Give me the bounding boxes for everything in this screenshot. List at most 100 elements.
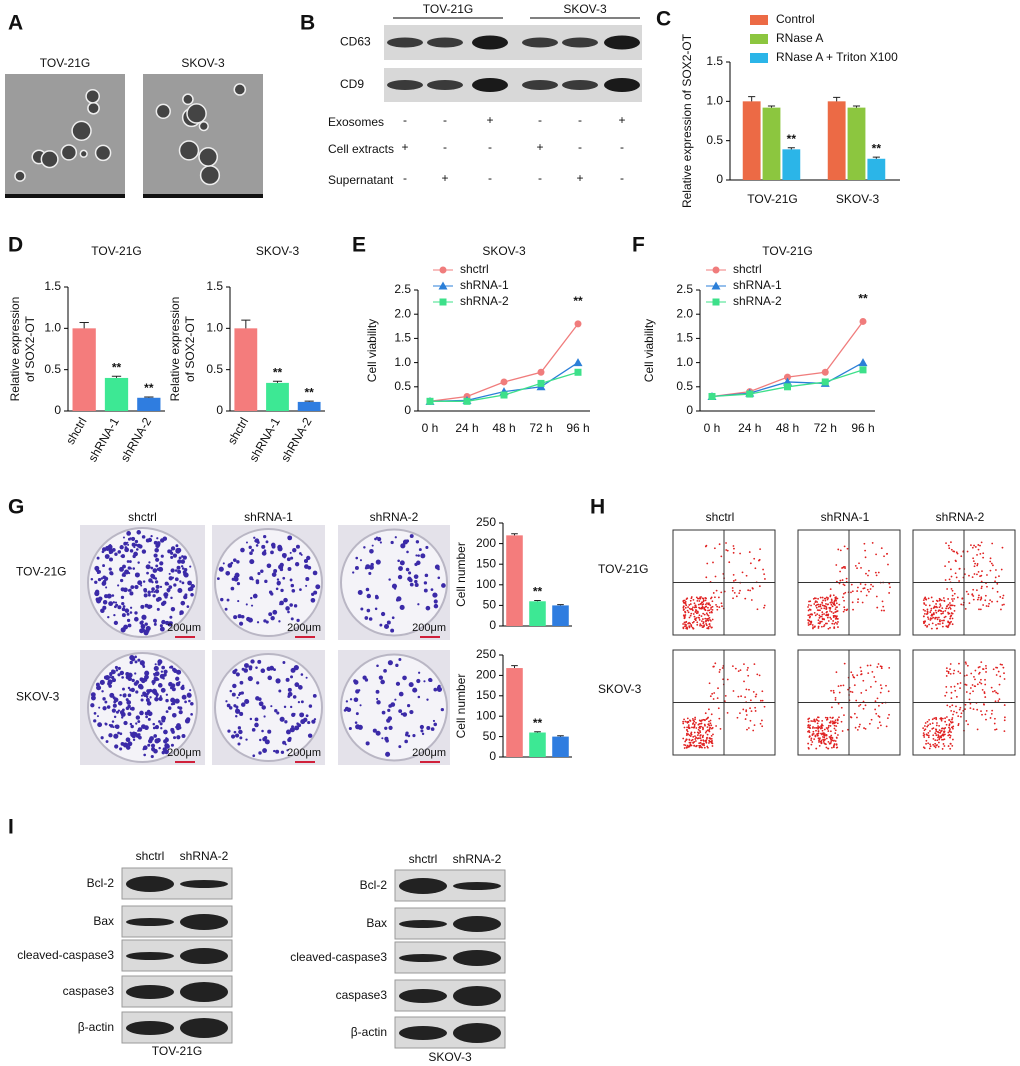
event [689,735,692,737]
event [820,620,823,623]
significance: ** [533,585,543,599]
event [871,670,874,673]
colony [171,546,175,550]
event [823,607,826,610]
colony [359,559,362,562]
event [703,624,705,627]
colony [113,700,117,704]
colony [285,677,290,682]
event [993,722,996,725]
event [822,734,825,736]
event [826,728,829,730]
colony [266,666,272,672]
colony [131,542,136,547]
colony [366,608,371,613]
event [949,734,952,737]
colony [379,541,382,544]
colony [287,687,292,692]
y-tick-label: 1.0 [206,321,223,335]
event [943,730,945,733]
event [977,548,980,551]
colony [409,582,414,587]
event [947,624,950,627]
error-bar [144,396,154,398]
event [706,613,709,616]
colony [365,741,370,746]
event [861,601,864,604]
vesicle [87,101,100,115]
event [749,589,752,592]
event [740,695,743,698]
colony [275,678,281,684]
colony [282,740,286,745]
colony [137,727,143,732]
event [705,737,708,740]
legend-label: shctrl [733,262,762,276]
event [708,611,711,614]
y-tick-label: 0.5 [706,133,723,147]
event [829,736,832,738]
colony [147,743,151,747]
colony [132,567,136,570]
event [699,734,702,736]
colony [240,614,245,619]
event [976,564,979,567]
colony [152,722,156,726]
colony [153,590,156,593]
event [1003,719,1006,722]
event [980,682,983,685]
event [951,718,953,721]
event [751,587,754,590]
colony [254,717,259,722]
colony [115,668,119,672]
colony [105,545,111,551]
event [829,716,832,719]
event [808,726,811,728]
event [829,594,832,597]
event [941,727,943,730]
band [453,950,501,966]
event [721,667,724,669]
colony [256,621,260,624]
event [867,672,870,675]
event [886,552,889,555]
colony [102,575,107,580]
event [694,609,697,611]
event [834,604,836,607]
colony [127,712,132,717]
event [865,572,867,575]
colony [119,710,125,715]
event [816,722,819,725]
event [696,610,699,613]
event [970,672,973,675]
event [860,670,863,673]
error-bar [767,105,776,108]
colony [239,711,244,716]
colony [397,559,400,563]
event [950,541,952,544]
error-bar [748,96,756,102]
event [812,730,815,733]
colony [135,715,141,720]
event [754,706,757,709]
band [399,920,447,928]
event [695,744,698,747]
event [739,552,741,555]
event [951,717,954,719]
event [977,570,980,573]
event [944,720,947,723]
colony [117,666,121,670]
event [929,619,932,621]
colony [161,750,166,755]
event [714,575,717,578]
event [938,738,941,741]
colony [177,559,182,564]
colony [114,665,118,670]
event [833,739,835,742]
colony [173,668,178,673]
event [959,672,962,675]
event [817,725,820,728]
event [955,551,958,554]
event [978,594,980,597]
marker [537,379,545,387]
